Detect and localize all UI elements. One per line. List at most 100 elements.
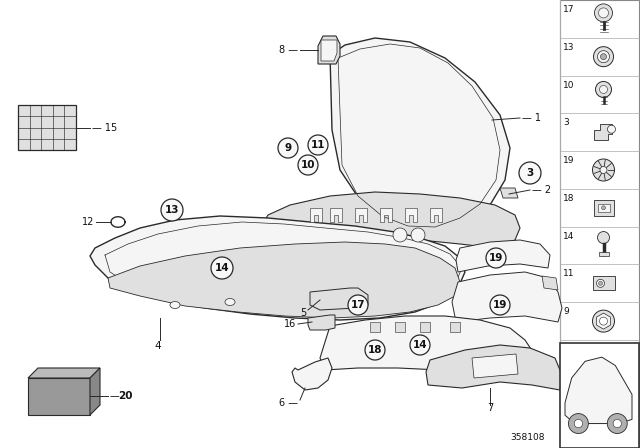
Circle shape [410,335,430,355]
Polygon shape [420,322,430,332]
Text: 18: 18 [563,194,575,203]
Text: — 2: — 2 [532,185,551,195]
Circle shape [161,199,183,221]
Polygon shape [565,357,632,423]
Circle shape [595,4,612,22]
Circle shape [598,281,602,285]
Polygon shape [395,322,405,332]
Circle shape [490,295,510,315]
Circle shape [298,155,318,175]
Ellipse shape [170,302,180,309]
Circle shape [393,228,407,242]
Polygon shape [265,192,520,248]
Text: 19: 19 [489,253,503,263]
Text: 17: 17 [351,300,365,310]
Text: 18: 18 [368,345,382,355]
Text: 11: 11 [563,269,575,279]
Ellipse shape [225,298,235,306]
Circle shape [593,310,614,332]
Polygon shape [292,358,332,390]
Circle shape [600,54,607,60]
Text: 10: 10 [301,160,316,170]
Polygon shape [472,354,518,378]
Text: 13: 13 [164,205,179,215]
Polygon shape [596,313,611,329]
Polygon shape [318,36,340,64]
Text: 13: 13 [563,43,575,52]
Circle shape [348,295,368,315]
Polygon shape [90,368,100,415]
Polygon shape [452,272,562,322]
Text: 10: 10 [563,81,575,90]
Circle shape [600,167,607,173]
Polygon shape [500,188,518,198]
Circle shape [602,206,605,210]
Text: 14: 14 [563,232,574,241]
Text: 14: 14 [413,340,428,350]
Polygon shape [593,124,611,140]
Circle shape [278,138,298,158]
Polygon shape [542,276,558,290]
FancyBboxPatch shape [560,0,639,448]
Circle shape [607,125,616,133]
Circle shape [211,257,233,279]
Circle shape [595,82,611,98]
Text: 3: 3 [563,118,569,127]
Text: 14: 14 [214,263,229,273]
FancyBboxPatch shape [598,204,609,212]
Text: 20: 20 [118,391,132,401]
Text: 9: 9 [563,307,569,316]
FancyBboxPatch shape [593,200,614,216]
Polygon shape [405,208,417,222]
Text: 8 —: 8 — [279,45,298,55]
Circle shape [593,47,614,67]
Text: 9: 9 [284,143,292,153]
Circle shape [308,135,328,155]
Polygon shape [430,208,442,222]
Polygon shape [380,208,392,222]
FancyBboxPatch shape [18,105,76,150]
FancyBboxPatch shape [598,252,609,255]
Circle shape [598,51,609,63]
FancyBboxPatch shape [593,276,614,290]
Circle shape [596,280,605,287]
Text: 17: 17 [563,5,575,14]
Circle shape [598,232,609,244]
Text: 19: 19 [493,300,507,310]
Circle shape [365,340,385,360]
Text: 7: 7 [487,403,493,413]
Circle shape [519,162,541,184]
Text: 5: 5 [300,308,306,318]
Circle shape [568,414,588,434]
Polygon shape [308,315,335,330]
Text: 3: 3 [526,168,534,178]
Circle shape [600,317,607,325]
Polygon shape [310,288,368,310]
Polygon shape [108,242,460,318]
Circle shape [598,8,609,18]
Text: — 15: — 15 [92,122,117,133]
Text: 12: 12 [82,217,94,227]
Circle shape [593,159,614,181]
Circle shape [613,419,621,428]
Polygon shape [90,216,465,320]
Text: 4: 4 [155,341,161,351]
Polygon shape [28,368,100,378]
Polygon shape [426,345,562,390]
Circle shape [600,86,607,94]
Polygon shape [28,378,90,415]
Text: 11: 11 [311,140,325,150]
Polygon shape [330,208,342,222]
Text: —: — [110,391,120,401]
Text: 16: 16 [284,319,296,329]
FancyBboxPatch shape [560,343,639,448]
Polygon shape [320,316,535,375]
Polygon shape [456,240,550,272]
Text: — 1: — 1 [522,113,541,123]
Polygon shape [355,208,367,222]
Polygon shape [370,322,380,332]
Text: 358108: 358108 [511,433,545,442]
Polygon shape [330,38,510,230]
Polygon shape [321,40,337,61]
Text: 6 —: 6 — [279,398,298,408]
